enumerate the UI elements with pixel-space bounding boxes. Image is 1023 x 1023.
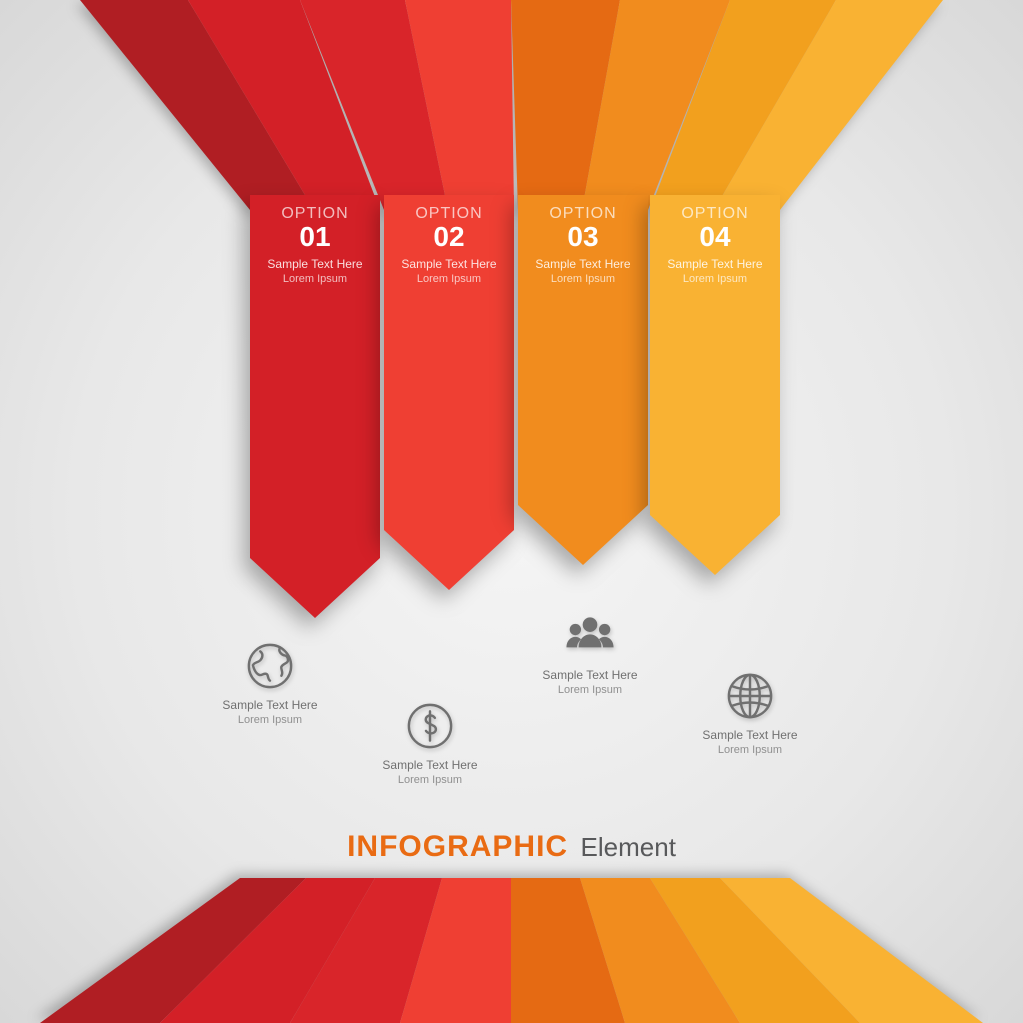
- ribbon-option-01: OPTION 01 Sample Text Here Lorem Ipsum: [250, 195, 380, 618]
- option-lorem: Lorem Ipsum: [518, 273, 648, 285]
- option-lorem: Lorem Ipsum: [384, 273, 514, 285]
- ribbon-option-03: OPTION 03 Sample Text Here Lorem Ipsum: [518, 195, 648, 565]
- infographic-canvas: OPTION 01 Sample Text Here Lorem Ipsum O…: [0, 0, 1023, 1023]
- option-sample: Sample Text Here: [650, 257, 780, 271]
- dollar-icon: [404, 700, 456, 752]
- bottom-perspective-stripes: [0, 878, 1023, 1023]
- option-sample: Sample Text Here: [518, 257, 648, 271]
- option-lorem: Lorem Ipsum: [650, 273, 780, 285]
- icon-lorem: Lorem Ipsum: [520, 684, 660, 696]
- globe-americas-icon: [244, 640, 296, 692]
- people-icon: [564, 610, 616, 662]
- icon-lorem: Lorem Ipsum: [200, 714, 340, 726]
- option-number: 03: [518, 221, 648, 253]
- icon-block-3: Sample Text Here Lorem Ipsum: [520, 610, 660, 696]
- icon-block-2: Sample Text Here Lorem Ipsum: [360, 700, 500, 786]
- title-word1: INFOGRAPHIC: [347, 830, 568, 863]
- icon-sample: Sample Text Here: [680, 728, 820, 742]
- option-number: 02: [384, 221, 514, 253]
- top-perspective-stripes: [0, 0, 1023, 210]
- option-lorem: Lorem Ipsum: [250, 273, 380, 285]
- option-sample: Sample Text Here: [384, 257, 514, 271]
- icon-block-1: Sample Text Here Lorem Ipsum: [200, 640, 340, 726]
- icon-lorem: Lorem Ipsum: [360, 774, 500, 786]
- ribbon-option-02: OPTION 02 Sample Text Here Lorem Ipsum: [384, 195, 514, 590]
- icon-lorem: Lorem Ipsum: [680, 744, 820, 756]
- option-number: 01: [250, 221, 380, 253]
- globe-grid-icon: [724, 670, 776, 722]
- icon-block-4: Sample Text Here Lorem Ipsum: [680, 670, 820, 756]
- title-block: INFOGRAPHIC Element: [0, 830, 1023, 864]
- title-word2: Element: [581, 832, 676, 862]
- ribbon-option-04: OPTION 04 Sample Text Here Lorem Ipsum: [650, 195, 780, 575]
- icon-sample: Sample Text Here: [520, 668, 660, 682]
- icon-sample: Sample Text Here: [200, 698, 340, 712]
- option-number: 04: [650, 221, 780, 253]
- icon-sample: Sample Text Here: [360, 758, 500, 772]
- option-sample: Sample Text Here: [250, 257, 380, 271]
